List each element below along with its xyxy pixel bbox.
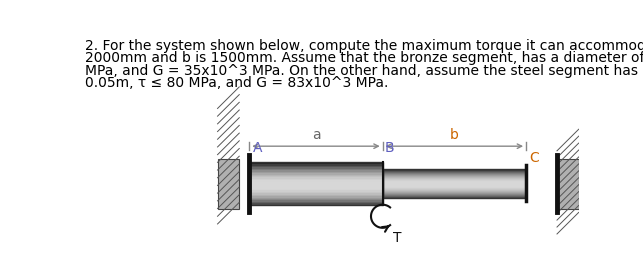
Bar — [249, 180, 383, 182]
Text: b: b — [450, 128, 458, 142]
Bar — [249, 177, 383, 179]
Bar — [249, 176, 383, 177]
Bar — [383, 170, 526, 171]
Bar — [383, 175, 526, 176]
Bar — [249, 199, 383, 200]
Bar — [383, 195, 526, 196]
Bar — [249, 183, 383, 185]
Bar — [249, 200, 383, 202]
Bar — [383, 190, 526, 191]
Bar — [249, 169, 383, 170]
Bar — [383, 191, 526, 192]
Bar — [249, 170, 383, 172]
Bar — [249, 196, 383, 197]
Bar — [249, 188, 383, 189]
Text: 2. For the system shown below, compute the maximum torque it can accommodate if : 2. For the system shown below, compute t… — [85, 39, 643, 53]
Bar — [249, 195, 383, 196]
Bar — [383, 182, 526, 183]
Bar — [249, 164, 383, 166]
Bar — [249, 197, 383, 199]
Bar — [249, 179, 383, 180]
Bar — [249, 173, 383, 175]
Bar — [383, 180, 526, 181]
Bar — [249, 162, 383, 163]
Bar — [383, 169, 526, 198]
Bar — [383, 187, 526, 188]
Bar — [383, 186, 526, 187]
Text: 2000mm and b is 1500mm. Assume that the bronze segment, has a diameter of 0.075m: 2000mm and b is 1500mm. Assume that the … — [85, 51, 643, 65]
Bar — [383, 194, 526, 195]
Bar — [383, 174, 526, 175]
Bar — [249, 193, 383, 195]
Bar — [383, 178, 526, 179]
Bar — [249, 162, 383, 205]
Bar — [383, 169, 526, 170]
Bar — [249, 166, 383, 167]
Text: 0.05m, τ ≤ 80 MPa, and G = 83x10^3 MPa.: 0.05m, τ ≤ 80 MPa, and G = 83x10^3 MPa. — [85, 76, 388, 90]
Text: MPa, and G = 35x10^3 MPa. On the other hand, assume the steel segment has a diam: MPa, and G = 35x10^3 MPa. On the other h… — [85, 64, 643, 78]
Bar — [383, 171, 526, 172]
Bar — [383, 179, 526, 180]
Bar — [249, 182, 383, 183]
Bar — [383, 176, 526, 177]
Text: A: A — [253, 141, 262, 155]
Text: B: B — [385, 141, 395, 155]
Bar — [383, 193, 526, 194]
Bar — [249, 192, 383, 193]
Bar — [249, 203, 383, 205]
Bar — [383, 184, 526, 185]
Bar — [383, 172, 526, 174]
Bar — [383, 192, 526, 193]
Bar — [217, 158, 239, 208]
Bar — [249, 172, 383, 173]
Bar — [249, 186, 383, 188]
Bar — [249, 163, 383, 164]
Bar — [249, 175, 383, 176]
Bar — [383, 197, 526, 198]
Bar — [249, 190, 383, 192]
Bar — [383, 188, 526, 189]
Text: C: C — [529, 152, 539, 166]
Bar — [383, 196, 526, 197]
Bar — [557, 158, 579, 208]
Bar — [383, 189, 526, 190]
Bar — [249, 185, 383, 186]
Bar — [249, 189, 383, 190]
Bar — [249, 202, 383, 203]
Bar — [249, 167, 383, 169]
Bar — [383, 185, 526, 186]
Text: a: a — [312, 128, 320, 142]
Bar — [383, 177, 526, 178]
Text: T: T — [393, 231, 401, 245]
Bar — [383, 181, 526, 182]
Bar — [383, 183, 526, 184]
